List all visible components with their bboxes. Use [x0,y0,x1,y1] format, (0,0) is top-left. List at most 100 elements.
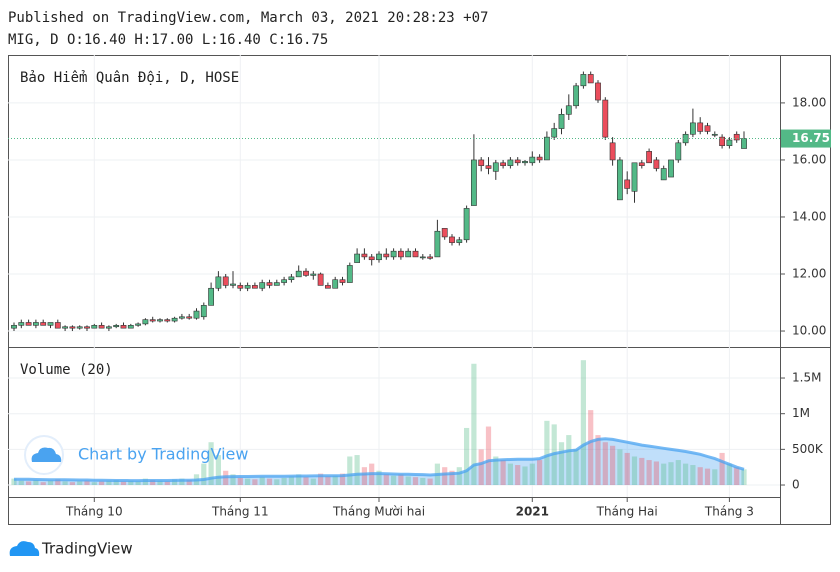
volume-bar [646,460,652,486]
candle-body [200,305,207,318]
volume-bar [631,456,638,486]
candle-body [222,276,229,286]
volume-bar [325,476,331,486]
candle-body [303,270,309,276]
candle-body [427,256,433,259]
candle-body [208,287,214,306]
volume-bar [150,480,156,486]
candle-body [179,316,185,319]
volume-bar [376,470,382,486]
pane-title: Bảo Hiểm Quân Đội, D, HOSE [20,70,239,86]
candle-body [91,325,98,329]
volume-bar [77,481,83,486]
volume-bar [252,479,258,486]
volume-bar [26,481,32,486]
candle-body [171,317,178,322]
candle-body [106,326,112,329]
volume-bar [91,482,97,486]
volume-bar [237,477,243,486]
candle-body [653,159,660,169]
volume-bar [318,473,324,486]
volume-bar [120,481,127,486]
candle-body [113,325,120,328]
y2-tick-label: 0 [792,478,800,492]
volume-bar [734,467,740,486]
candle-body [266,282,273,286]
candle-body [69,326,76,329]
volume-bar [274,479,280,486]
candle-body [624,179,631,189]
candle-body [142,319,149,325]
candle-body [551,128,558,138]
candle-body [230,283,236,286]
y-tick-label: 10.00 [792,324,826,338]
candle-body [646,151,652,164]
volume-bar [485,426,492,486]
volume-bar [661,463,667,486]
watermark-text: Chart by TradingView [78,445,248,464]
y2-tick-label: 1M [792,406,810,420]
volume-bar [354,455,360,486]
candle-body [288,276,295,281]
candle-body [660,168,667,181]
volume-bar [522,466,528,486]
candle-body [580,74,587,87]
volume-bar [310,478,316,486]
candle-body [587,74,594,84]
volume-bar [449,470,455,486]
candle-body [215,276,222,289]
candle-body [609,142,616,161]
y-tick-label: 14.00 [792,209,826,223]
candle-body [529,156,536,164]
volume-bar [186,480,192,486]
candle-body [616,159,623,201]
volume-bar [135,481,141,486]
volume-bar [602,442,608,486]
candle-body [434,230,441,258]
candle-body [62,326,68,329]
candle-body [186,316,193,319]
candle-body [536,156,543,161]
volume-bar [215,455,221,486]
volume-bar [18,480,24,486]
volume-bar [683,463,689,486]
volume-bar [288,476,294,486]
candle-body [310,273,317,276]
x-tick-label: Tháng 3 [704,505,754,519]
x-tick-label: Tháng 10 [65,505,123,519]
candle-body [361,253,368,258]
volume-bar [537,460,543,486]
candle-body [514,159,521,164]
candle-body [733,133,740,141]
volume-bar [420,477,426,486]
candle-body [11,325,17,329]
volume-bar [245,478,251,486]
candle-body [346,265,353,283]
volume-bar [164,481,170,486]
candle-body [259,282,266,289]
candle-body [711,133,718,136]
volume-bar [383,474,389,486]
candle-body [463,208,470,241]
volume-bar [558,442,565,486]
volume-bar [201,463,207,486]
volume-bar [11,478,17,486]
candle-body [354,253,360,263]
candle-body [324,285,331,289]
candle-body [697,122,704,132]
candle-body [84,326,90,329]
volume-bar [128,480,134,486]
candle-body [412,250,419,258]
candle-body [127,325,134,329]
ohlc-legend: MIG, D O:16.40 H:17.00 L:16.40 C:16.75 [8,32,328,48]
candle-body [441,228,448,238]
x-tick-label: Tháng 11 [211,505,269,519]
candle-body [32,322,39,326]
volume-bar [573,449,579,486]
candle-body [449,236,455,243]
volume-bar [704,468,711,486]
candle-body [252,285,258,289]
volume-bar [347,456,353,486]
volume-bar [405,476,411,486]
